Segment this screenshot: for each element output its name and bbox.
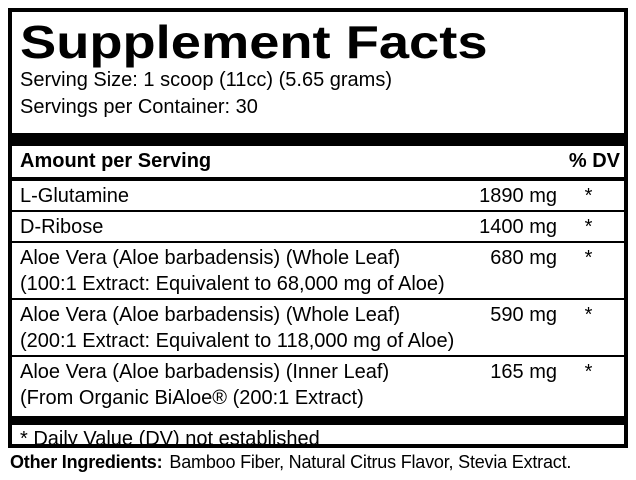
other-ingredients-label: Other Ingredients:: [10, 452, 163, 472]
ingredient-sub-text: (100:1 Extract: Equivalent to 68,000 mg …: [20, 273, 445, 295]
other-ingredients-line: Other Ingredients: Bamboo Fiber, Natural …: [10, 452, 630, 473]
divider-thick-top: [12, 133, 624, 146]
amount-per-serving-header: Amount per Serving: [20, 150, 212, 172]
ingredient-row: Aloe Vera (Aloe barbadensis) (Inner Leaf…: [12, 355, 624, 412]
divider-header-underline: [12, 177, 624, 181]
dv-footnote: * Daily Value (DV) not established: [20, 428, 320, 448]
ingredient-row: D-Ribose 1400 mg *: [12, 210, 624, 241]
ingredient-amount: 1400 mg: [479, 216, 557, 238]
supplement-facts-panel: Supplement Facts Serving Size: 1 scoop (…: [8, 8, 628, 448]
ingredient-dv-asterisk: *: [584, 216, 593, 238]
ingredient-sub-text: (From Organic BiAloe® (200:1 Extract): [20, 387, 364, 409]
divider-thick-bottom: [12, 416, 624, 425]
ingredient-dv-asterisk: *: [584, 304, 593, 326]
ingredient-amount: 165 mg: [490, 361, 557, 383]
ingredient-name: D-Ribose: [20, 216, 104, 238]
other-ingredients-text: Bamboo Fiber, Natural Citrus Flavor, Ste…: [169, 452, 572, 472]
ingredient-name: L-Glutamine: [20, 185, 129, 207]
ingredient-row: Aloe Vera (Aloe barbadensis) (Whole Leaf…: [12, 298, 624, 355]
ingredient-amount: 590 mg: [490, 304, 557, 326]
ingredient-row: L-Glutamine 1890 mg *: [12, 182, 624, 210]
ingredient-name: Aloe Vera (Aloe barbadensis) (Inner Leaf…: [20, 361, 390, 383]
ingredient-amount: 1890 mg: [479, 185, 557, 207]
ingredient-sub-text: (200:1 Extract: Equivalent to 118,000 mg…: [20, 330, 455, 352]
ingredient-rows: L-Glutamine 1890 mg * D-Ribose 1400 mg *…: [12, 182, 624, 412]
ingredient-row: Aloe Vera (Aloe barbadensis) (Whole Leaf…: [12, 241, 624, 298]
ingredient-amount: 680 mg: [490, 247, 557, 269]
supplement-facts-title: Supplement Facts: [20, 16, 488, 68]
serving-size-text: Serving Size: 1 scoop (11cc) (5.65 grams…: [20, 69, 393, 91]
ingredient-dv-asterisk: *: [584, 185, 593, 207]
ingredient-dv-asterisk: *: [584, 247, 593, 269]
servings-per-container-text: Servings per Container: 30: [20, 96, 258, 118]
ingredient-dv-asterisk: *: [584, 361, 593, 383]
ingredient-name: Aloe Vera (Aloe barbadensis) (Whole Leaf…: [20, 247, 401, 269]
ingredient-name: Aloe Vera (Aloe barbadensis) (Whole Leaf…: [20, 304, 401, 326]
percent-dv-header: % DV: [568, 150, 620, 172]
table-header-row: Amount per Serving % DV: [12, 146, 624, 177]
